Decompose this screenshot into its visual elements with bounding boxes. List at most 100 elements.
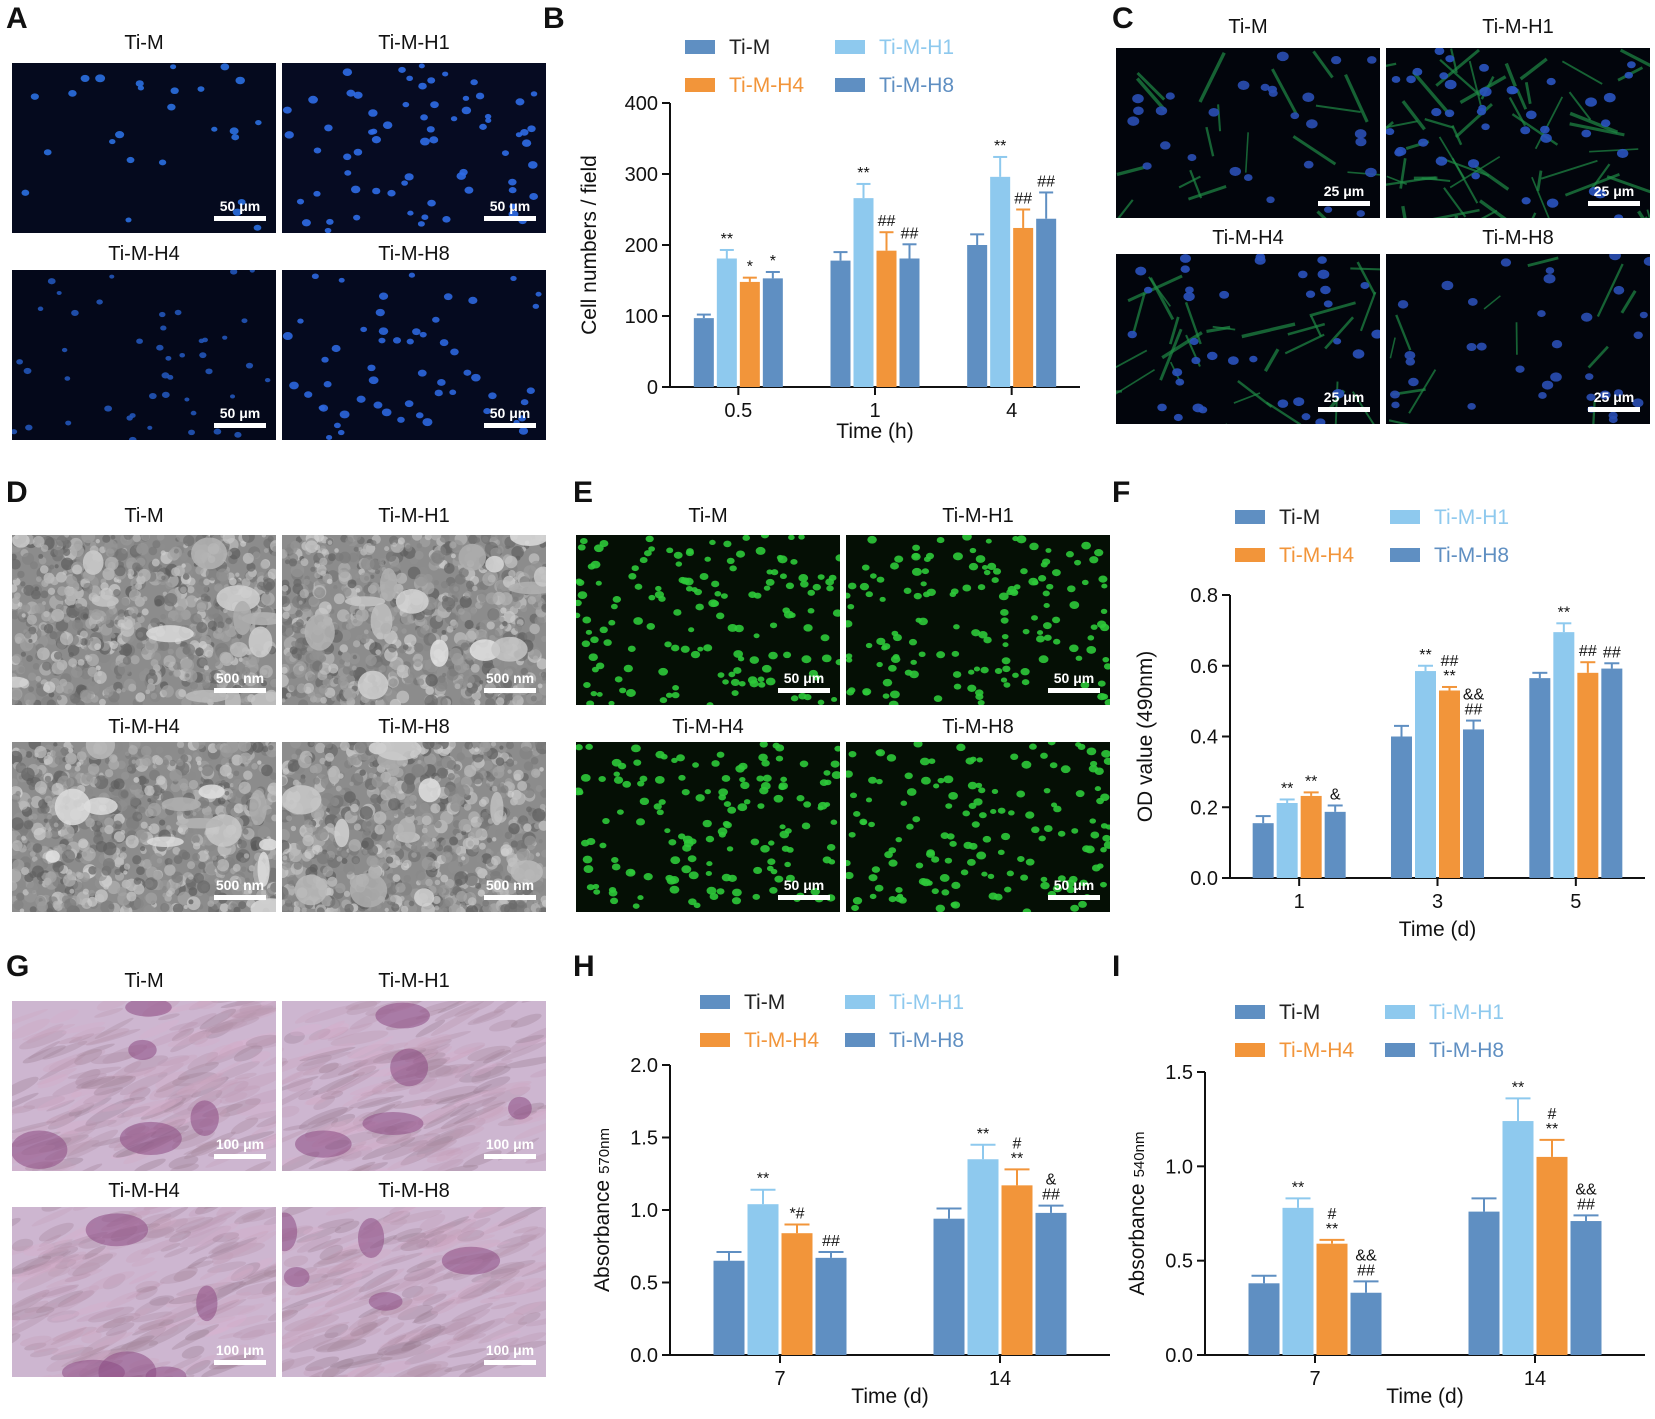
micrograph: 500 nm (282, 535, 546, 705)
scale-bar-label: 50 μm (484, 405, 536, 421)
bar (1013, 228, 1033, 387)
bar (1249, 1283, 1280, 1355)
image-label: Ti-M (12, 970, 276, 992)
image-label: Ti-M (576, 505, 840, 527)
x-axis-label: Time (d) (1386, 1385, 1463, 1408)
bar (831, 261, 851, 387)
scale-bar-line (484, 216, 536, 221)
legend-swatch (1385, 1043, 1415, 1057)
x-axis-label: Time (d) (1399, 918, 1476, 941)
significance-label: ## (1357, 1262, 1375, 1279)
y-tick-label: 1.0 (1165, 1156, 1193, 1178)
bar (1351, 1293, 1382, 1355)
x-tick-label: 0.5 (724, 400, 752, 422)
micrograph: 50 μm (846, 742, 1110, 912)
significance-label: ** (994, 138, 1006, 155)
image-label: Ti-M (12, 505, 276, 527)
image-label: Ti-M-H1 (282, 32, 546, 54)
y-tick-label: 0.5 (630, 1273, 658, 1295)
bar (990, 177, 1010, 387)
bar (816, 1258, 847, 1355)
scale-bar-label: 100 μm (484, 1342, 536, 1358)
legend-label: Ti-M-H4 (744, 1029, 819, 1052)
significance-label: ** (1546, 1121, 1558, 1138)
micrograph: 50 μm (846, 535, 1110, 705)
scale-bar: 50 μm (778, 670, 830, 693)
legend-swatch (1235, 1043, 1265, 1057)
significance-label: ** (1419, 647, 1431, 664)
bar (934, 1219, 965, 1355)
scale-bar-label: 500 nm (484, 670, 536, 686)
legend-swatch (1235, 1005, 1265, 1019)
bar (1002, 1185, 1033, 1355)
micrograph: 50 μm (576, 535, 840, 705)
bar (694, 318, 714, 387)
y-tick-label: 2.0 (630, 1055, 658, 1077)
y-tick-label: 1.5 (1165, 1062, 1193, 1084)
bar (967, 245, 987, 387)
bar (1469, 1212, 1500, 1355)
bar (1571, 1221, 1602, 1355)
panel-letter-e: E (573, 478, 593, 508)
legend-label: Ti-M-H1 (879, 36, 954, 59)
y-tick-label: 0.5 (1165, 1251, 1193, 1273)
scale-bar-line (1318, 201, 1370, 206)
significance-label: ## (1465, 702, 1483, 719)
significance-label: ## (1014, 191, 1032, 208)
legend-swatch (700, 1033, 730, 1047)
scale-bar: 50 μm (214, 198, 266, 221)
legend-swatch (1385, 1005, 1415, 1019)
y-axis-label: Absorbance570nm (591, 1128, 614, 1292)
scale-bar-label: 100 μm (484, 1136, 536, 1152)
legend-label: Ti-M (744, 991, 785, 1014)
micrograph: 500 nm (12, 742, 276, 912)
legend-label: Ti-M-H4 (1279, 1039, 1354, 1062)
significance-label: ## (1579, 643, 1597, 660)
significance-label: ** (1305, 773, 1317, 790)
legend-label: Ti-M-H4 (729, 74, 804, 97)
scale-bar: 100 μm (484, 1342, 536, 1365)
scale-bar: 25 μm (1318, 183, 1370, 206)
significance-label: & (1330, 786, 1341, 803)
y-tick-label: 0.0 (630, 1345, 658, 1367)
bar (900, 258, 920, 387)
significance-label: ** (977, 1126, 989, 1143)
scale-bar-label: 50 μm (1048, 670, 1100, 686)
significance-label: ## (1037, 173, 1055, 190)
legend-swatch (835, 40, 865, 54)
scale-bar: 500 nm (484, 670, 536, 693)
significance-label: *# (789, 1206, 804, 1223)
significance-label: ** (857, 165, 869, 182)
micrograph: 100 μm (282, 1207, 546, 1377)
x-axis-label: Time (h) (836, 420, 913, 443)
bar (1503, 1121, 1534, 1355)
significance-label: ## (901, 225, 919, 242)
micrograph: 500 nm (12, 535, 276, 705)
scale-bar-line (214, 423, 266, 428)
micrograph: 50 μm (282, 270, 546, 440)
scale-bar-line (214, 1154, 266, 1159)
scale-bar: 500 nm (214, 877, 266, 900)
micrograph: 25 μm (1386, 254, 1650, 424)
legend-swatch (835, 78, 865, 92)
scale-bar: 50 μm (484, 405, 536, 428)
bar (782, 1233, 813, 1355)
scale-bar-label: 25 μm (1318, 389, 1370, 405)
bar (714, 1261, 745, 1355)
legend-label: Ti-M-H1 (1434, 506, 1509, 529)
micrograph: 25 μm (1116, 48, 1380, 218)
scale-bar: 25 μm (1588, 183, 1640, 206)
bar (1577, 673, 1598, 878)
x-tick-label: 1 (869, 400, 880, 422)
scale-bar-line (214, 1360, 266, 1365)
scale-bar: 500 nm (484, 877, 536, 900)
scale-bar: 25 μm (1588, 389, 1640, 412)
y-tick-label: 1.5 (630, 1128, 658, 1150)
x-tick-label: 14 (989, 1368, 1011, 1390)
significance-label: * (770, 253, 776, 270)
scale-bar-line (484, 1360, 536, 1365)
scale-bar: 50 μm (484, 198, 536, 221)
